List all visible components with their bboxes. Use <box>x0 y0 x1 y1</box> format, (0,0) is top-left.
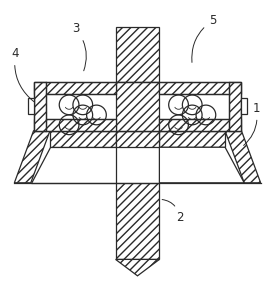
Polygon shape <box>34 81 46 131</box>
Polygon shape <box>28 98 34 114</box>
Polygon shape <box>160 81 241 94</box>
Polygon shape <box>31 147 116 183</box>
Polygon shape <box>229 81 241 131</box>
Polygon shape <box>160 118 241 131</box>
Text: 3: 3 <box>72 22 86 71</box>
Polygon shape <box>116 27 160 81</box>
Text: 1: 1 <box>244 102 260 145</box>
Polygon shape <box>225 131 261 183</box>
Text: 4: 4 <box>12 47 34 102</box>
Polygon shape <box>34 118 116 131</box>
Text: 5: 5 <box>192 14 216 62</box>
Polygon shape <box>116 131 160 147</box>
Polygon shape <box>34 81 116 94</box>
Polygon shape <box>241 98 248 114</box>
Polygon shape <box>160 131 225 147</box>
Text: 2: 2 <box>162 199 183 224</box>
Polygon shape <box>116 183 160 260</box>
Polygon shape <box>50 131 116 147</box>
Polygon shape <box>116 81 160 131</box>
Polygon shape <box>160 147 244 183</box>
Polygon shape <box>116 260 160 276</box>
Polygon shape <box>14 131 50 183</box>
